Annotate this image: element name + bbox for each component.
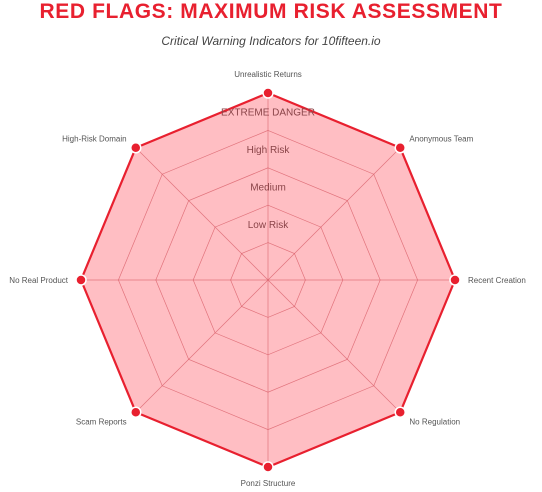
- chart-title: RED FLAGS: MAXIMUM RISK ASSESSMENT: [39, 0, 503, 23]
- data-point-2[interactable]: [394, 142, 406, 154]
- ring-label-1: Low Risk: [248, 220, 290, 231]
- data-point-8[interactable]: [130, 142, 142, 154]
- axis-label-1: Unrealistic Returns: [234, 70, 302, 79]
- data-point-5[interactable]: [262, 461, 274, 473]
- axis-label-4: No Regulation: [409, 417, 460, 426]
- grid-spoke-6: [135, 279, 269, 413]
- axis-label-2: Anonymous Team: [409, 135, 473, 144]
- grid-spoke-8: [135, 147, 269, 281]
- data-point-3[interactable]: [449, 274, 461, 286]
- grid-spoke-2: [267, 147, 401, 281]
- chart-subtitle: Critical Warning Indicators for 10fiftee…: [161, 34, 381, 48]
- ring-label-2: Medium: [250, 183, 286, 194]
- axis-label-3: Recent Creation: [468, 276, 526, 285]
- axis-label-8: High-Risk Domain: [62, 135, 126, 144]
- grid-spoke-4: [267, 279, 401, 413]
- data-point-7[interactable]: [75, 274, 87, 286]
- axis-label-6: Scam Reports: [76, 417, 127, 426]
- data-point-4[interactable]: [394, 406, 406, 418]
- data-point-6[interactable]: [130, 406, 142, 418]
- ring-label-3: High Risk: [247, 145, 291, 156]
- data-point-1[interactable]: [262, 87, 274, 99]
- axis-label-7: No Real Product: [9, 276, 68, 285]
- axis-label-5: Ponzi Structure: [241, 479, 296, 488]
- ring-label-4: EXTREME DANGER: [221, 108, 315, 119]
